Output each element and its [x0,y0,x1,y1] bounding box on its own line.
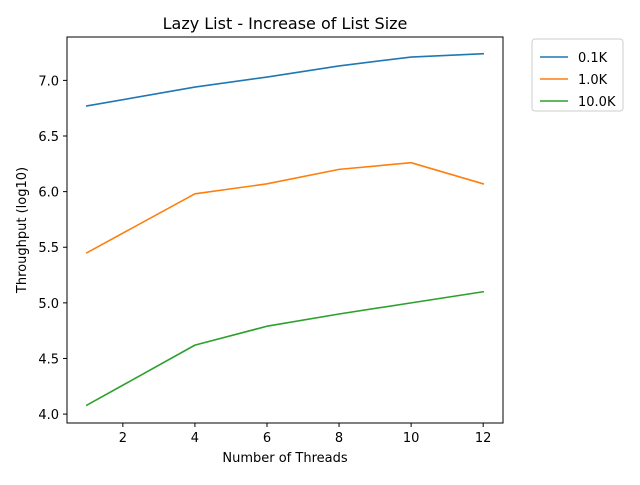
y-tick-label: 6.0 [38,186,59,201]
y-tick-label: 5.5 [38,241,59,256]
x-axis-label: Number of Threads [222,451,347,466]
x-tick-label: 6 [263,431,271,446]
legend-entry: 1.0K [578,73,608,88]
y-tick-label: 5.0 [38,297,59,312]
series-line-1-0k [85,161,485,254]
series-line-10-0k [85,290,485,407]
y-tick-label: 4.5 [38,352,59,367]
chart-title: Lazy List - Increase of List Size [163,14,408,33]
y-tick-label: 4.0 [38,408,59,423]
plot-area-frame [66,36,504,424]
y-axis-label: Throughput (log10) [15,167,30,294]
legend-entry: 10.0K [578,95,616,110]
series-lines [85,52,485,407]
x-axis: 2 4 6 8 10 12 [119,423,492,446]
legend: 0.1K 1.0K 10.0K [531,38,624,112]
y-tick-label: 6.5 [38,130,59,145]
x-tick-label: 12 [475,431,492,446]
x-tick-label: 2 [119,431,127,446]
x-tick-label: 4 [191,431,199,446]
y-axis: 4.0 4.5 5.0 5.5 6.0 6.5 7.0 [38,74,67,423]
series-line-0-1k [85,52,485,107]
x-tick-label: 10 [403,431,420,446]
x-tick-label: 8 [335,431,343,446]
y-tick-label: 7.0 [38,74,59,89]
legend-entry: 0.1K [578,51,608,66]
